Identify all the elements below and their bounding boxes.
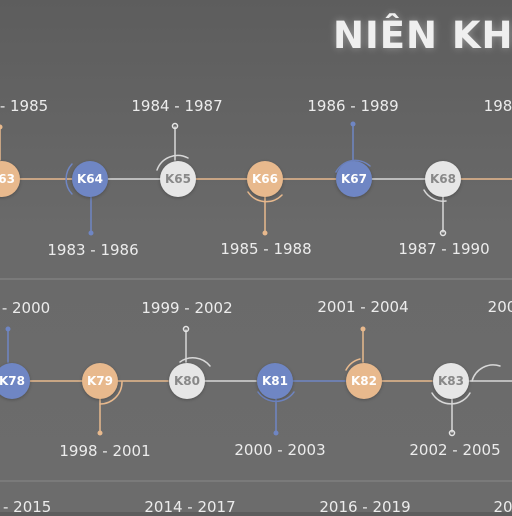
year-label: 1983 - 1986: [47, 241, 139, 259]
timeline-node-k65: K65: [160, 161, 196, 197]
year-label: 20: [493, 498, 512, 516]
year-label: 1999 - 2002: [141, 299, 233, 317]
timeline-node-k63: K63: [0, 161, 20, 197]
year-label: 2014 - 2017: [144, 498, 236, 516]
timeline-node-k68: K68: [425, 161, 461, 197]
year-label: 1985 - 1988: [220, 240, 312, 258]
timeline-node-k83: K83: [433, 363, 469, 399]
timeline-node-k81: K81: [257, 363, 293, 399]
row-divider: [0, 480, 512, 482]
year-label: 200: [487, 298, 512, 316]
year-label: - 1985: [0, 97, 49, 115]
year-label: - 2000: [1, 299, 51, 317]
page-title: NIÊN KHO: [333, 14, 512, 57]
year-label: 1984 - 1987: [131, 97, 223, 115]
year-label: 1986 - 1989: [307, 97, 399, 115]
year-label: 2002 - 2005: [409, 441, 501, 459]
timeline-node-k79: K79: [82, 363, 118, 399]
year-label: 2000 - 2003: [234, 441, 326, 459]
timeline-node-k67: K67: [336, 161, 372, 197]
timeline-node-k66: K66: [247, 161, 283, 197]
year-label: 1998 - 2001: [59, 442, 151, 460]
timeline-node-k64: K64: [72, 161, 108, 197]
timeline-node-k80: K80: [169, 363, 205, 399]
timeline-node-k82: K82: [346, 363, 382, 399]
year-label: 1987 - 1990: [398, 240, 490, 258]
year-label: 2016 - 2019: [319, 498, 411, 516]
year-label: 2 - 2015: [0, 498, 52, 516]
timeline-node-k78: K78: [0, 363, 30, 399]
year-label: 198: [483, 97, 512, 115]
year-label: 2001 - 2004: [317, 298, 409, 316]
row-divider: [0, 278, 512, 280]
